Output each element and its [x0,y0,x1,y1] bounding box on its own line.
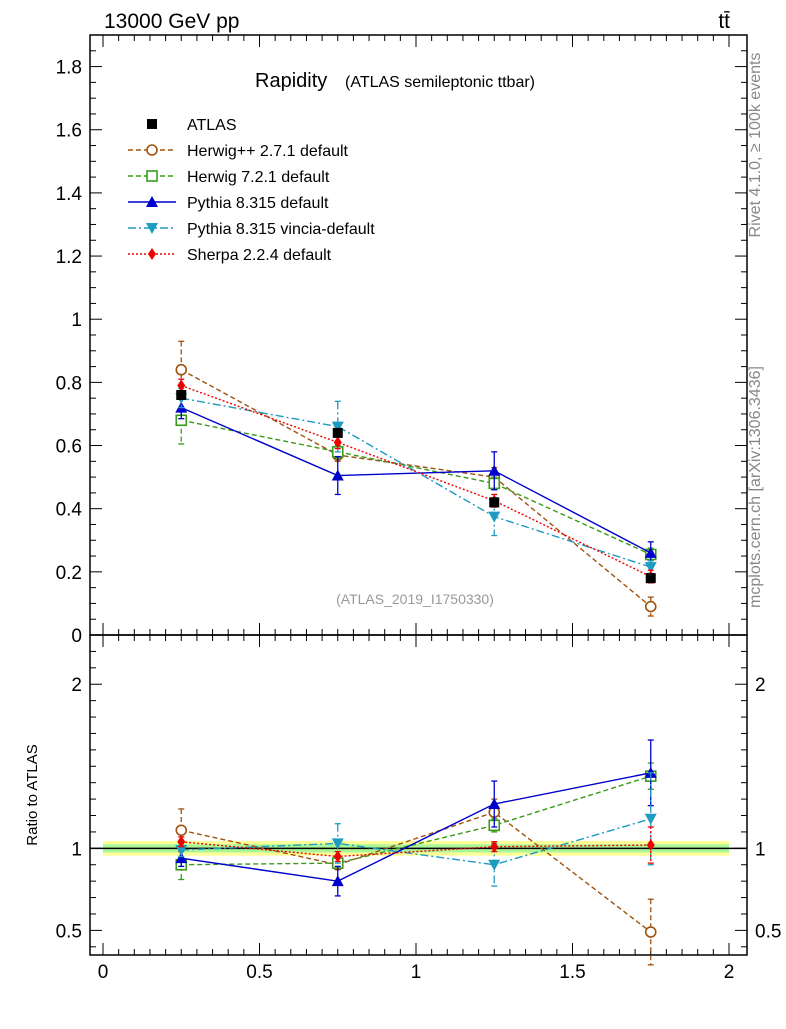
main-line-herwig-7-2-1-default [181,419,652,556]
main-ytick-label: 0.8 [56,373,82,394]
main-point-herwig-2-7-1-default [175,363,188,376]
ratio-line-pythia-8-315-default [181,772,651,882]
ratio-point-pythia-8-315-default [175,852,188,864]
analysis-id-annotation: (ATLAS_2019_I1750330) [336,591,494,607]
chart-title: Rapidity [255,70,327,92]
ratio-plot-frame [89,634,748,956]
rivet-version-label: Rivet 4.1.0, ≥ 100k events [747,53,764,238]
ratio-point-pythia-8-315-vincia-default [175,844,188,856]
main-point-atlas [176,390,187,400]
main-line-sherpa-2-2-4-default [181,384,652,578]
main-point-sherpa-2-2-4-default [333,436,342,449]
legend-marker-sherpa-2-2-4-default [148,248,156,260]
chart-subtitle: (ATLAS semileptonic ttbar) [345,74,535,91]
ratio-point-pythia-8-315-vincia-default [644,813,657,825]
ratio-xtick-label: 0.5 [246,962,272,983]
main-ytick-label: 1.8 [56,58,82,79]
main-point-pythia-8-315-default [488,464,501,476]
main-point-atlas [332,427,343,438]
main-ytick-label: 0 [71,626,82,647]
legend-label-atlas: ATLAS [187,117,237,134]
main-ytick-label: 0.6 [56,437,82,458]
main-point-pythia-8-315-default [644,546,657,558]
ratio-point-herwig-2-7-1-default [175,824,188,837]
legend-marker-herwig-2-7-1-default [146,144,158,156]
main-point-atlas [645,573,656,584]
ratio-point-pythia-8-315-default [488,798,501,810]
ratio-point-pythia-8-315-default [331,875,344,887]
ratio-point-sherpa-2-2-4-default [646,839,655,852]
legend-marker-herwig-7-2-1-default [146,170,158,182]
main-point-pythia-8-315-vincia-default [644,562,657,574]
ratio-point-pythia-8-315-vincia-default [488,859,501,871]
mcplots-label: mcplots.cern.ch [arXiv:1306.3436] [747,366,764,608]
main-point-atlas [489,497,500,508]
main-ytick-label: 1.4 [56,184,83,205]
main-point-pythia-8-315-default [331,469,344,481]
legend-marker-pythia-8-315-default [146,196,158,207]
legend-marker-pythia-8-315-vincia-default [146,223,158,234]
legend-label-herwig-7-2-1-default: Herwig 7.2.1 default [187,169,330,186]
main-point-herwig-2-7-1-default [644,600,657,613]
legend-label-herwig-2-7-1-default: Herwig++ 2.7.1 default [187,143,349,160]
main-point-pythia-8-315-vincia-default [488,511,501,523]
ratio-point-pythia-8-315-vincia-default [331,838,344,850]
ratio-line-sherpa-2-2-4-default [181,841,651,858]
header-process: tt̄ [718,10,730,33]
ratio-point-sherpa-2-2-4-default [333,850,342,863]
ratio-point-herwig-2-7-1-default [644,926,657,938]
ratio-ytick-label-right: 1 [755,839,766,860]
ratio-line-pythia-8-315-vincia-default [181,818,651,866]
main-ytick-label: 1.6 [56,121,82,142]
ratio-xtick-label: 2 [724,962,735,983]
ratio-ytick-label-left: 0.5 [56,921,82,942]
ratio-ylabel: Ratio to ATLAS [24,744,41,845]
main-point-pythia-8-315-vincia-default [331,421,344,433]
ratio-line-herwig-2-7-1-default [181,811,652,933]
main-line-pythia-8-315-vincia-default [181,397,651,568]
ratio-xtick-label: 0 [98,962,109,983]
main-point-sherpa-2-2-4-default [177,379,186,392]
legend-label-pythia-8-315-vincia-default: Pythia 8.315 vincia-default [187,221,375,238]
main-line-pythia-8-315-default [180,406,652,554]
legend-label-pythia-8-315-default: Pythia 8.315 default [187,195,329,212]
legend-label-sherpa-2-2-4-default: Sherpa 2.2.4 default [187,247,332,264]
ratio-ytick-label-right: 2 [755,675,766,696]
main-ytick-label: 0.2 [56,563,82,584]
ratio-ytick-label-right: 0.5 [755,921,781,942]
ratio-ytick-label-left: 1 [71,839,82,860]
ratio-xtick-label: 1 [411,962,422,983]
ratio-point-sherpa-2-2-4-default [490,840,499,853]
legend-marker-atlas [147,119,157,129]
ratio-point-sherpa-2-2-4-default [177,835,186,848]
main-ytick-label: 1 [71,310,82,331]
main-ytick-label: 0.4 [56,500,83,521]
ratio-ytick-label-left: 2 [71,675,82,696]
header-energy: 13000 GeV pp [104,10,239,33]
main-ytick-label: 1.2 [56,247,82,268]
ratio-xtick-label: 1.5 [559,962,585,983]
main-line-herwig-2-7-1-default [180,369,652,608]
